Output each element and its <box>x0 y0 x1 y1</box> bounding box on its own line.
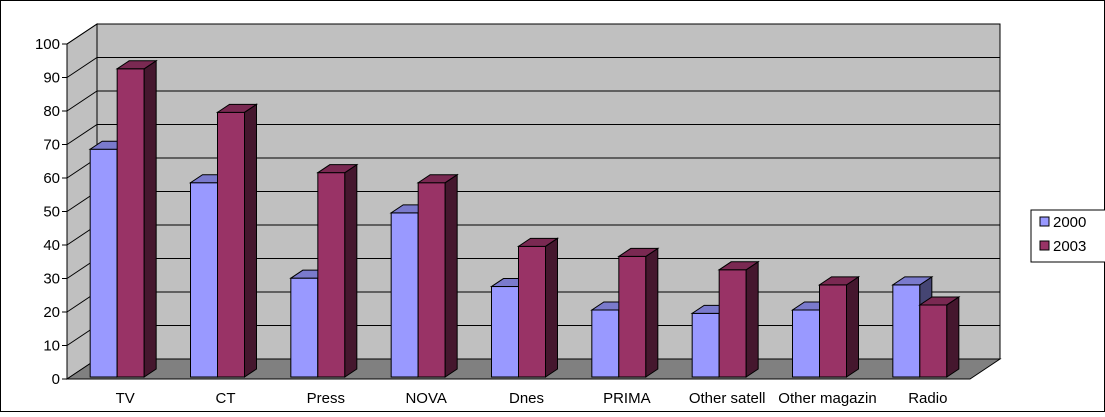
x-tick-label: Other satell <box>689 390 766 407</box>
y-tick-label: 70 <box>43 137 60 154</box>
legend-label: 2000 <box>1053 214 1086 231</box>
bar-2003-ct <box>215 103 259 378</box>
x-tick-label: PRIMA <box>603 390 651 407</box>
bar-2003-dnes <box>516 237 560 378</box>
bar-2003-other-magazin <box>817 275 861 378</box>
y-tick-label: 100 <box>35 36 60 53</box>
bar-2003-tv <box>115 59 158 378</box>
legend: 2000 2003 <box>1030 209 1105 263</box>
gridline <box>66 90 1000 112</box>
y-tick-label: 50 <box>43 204 60 221</box>
gridline <box>66 57 1000 78</box>
legend-label: 2003 <box>1053 238 1086 255</box>
y-tick-label: 20 <box>43 304 60 321</box>
x-tick-label: Other magazin <box>778 390 876 407</box>
bar-2003-radio <box>918 296 961 378</box>
legend-swatch <box>1039 216 1050 227</box>
bar-2003-press <box>316 163 359 378</box>
bar-2003-nova <box>416 173 459 378</box>
x-tick-label: TV <box>116 390 135 407</box>
y-tick-label: 10 <box>43 338 60 355</box>
x-tick-label: Radio <box>908 390 947 407</box>
x-tick-label: Dnes <box>509 390 544 407</box>
gridline <box>66 23 1000 45</box>
y-tick-label: 0 <box>52 371 60 388</box>
y-tick-label: 90 <box>43 70 60 87</box>
x-tick-label: Press <box>307 390 345 407</box>
gridline <box>66 124 1000 145</box>
x-tick-label: CT <box>216 390 236 407</box>
bar-2003-prima <box>617 247 660 378</box>
y-tick-label: 40 <box>43 237 60 254</box>
y-tick-label: 30 <box>43 271 60 288</box>
y-tick-label: 80 <box>43 103 60 120</box>
bar-2003-other-satell <box>717 260 760 378</box>
legend-swatch <box>1039 240 1050 251</box>
x-tick-label: NOVA <box>405 390 446 407</box>
y-tick-label: 60 <box>43 170 60 187</box>
